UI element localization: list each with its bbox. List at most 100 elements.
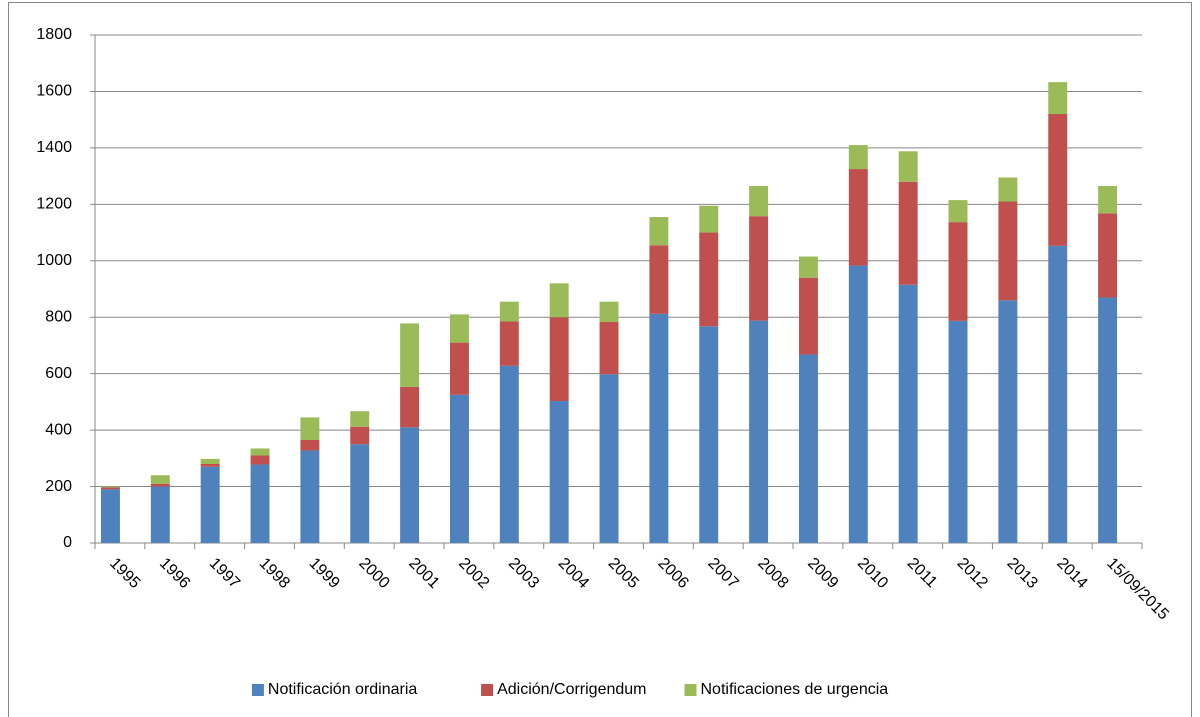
x-tick-label: 2013 <box>1004 555 1041 592</box>
bar-segment <box>898 284 918 543</box>
bar-segment <box>549 283 569 318</box>
bar-segment <box>798 256 818 278</box>
bar-segment <box>898 151 918 182</box>
x-tick-label: 2008 <box>754 555 791 592</box>
legend-label: Notificaciones de urgencia <box>701 681 889 698</box>
x-tick-label: 2007 <box>704 555 741 592</box>
y-tick-label: 0 <box>63 534 72 551</box>
x-tick-label: 2009 <box>804 555 841 592</box>
legend-label: Notificación ordinaria <box>268 681 418 698</box>
bar-segment <box>1098 185 1118 214</box>
bar-segment <box>449 342 469 395</box>
bar-segment <box>499 365 519 543</box>
legend-label: Adición/Corrigendum <box>497 681 646 698</box>
x-tick-label: 15/09/2015 <box>1103 555 1172 624</box>
x-tick-label: 2001 <box>405 555 442 592</box>
bar-segment <box>350 444 370 543</box>
bar-segment <box>848 145 868 170</box>
bar-segment <box>499 321 519 366</box>
bar-segment <box>848 265 868 543</box>
bar-segment <box>350 411 370 427</box>
bar-segment <box>599 301 619 323</box>
bar-segment <box>1098 213 1118 298</box>
bar-segment <box>200 466 220 543</box>
bar-segment <box>599 322 619 375</box>
bar-segment <box>1048 82 1068 115</box>
bar-segment <box>798 277 818 355</box>
x-tick-label: 2012 <box>954 555 991 592</box>
x-tick-label: 2000 <box>355 555 392 592</box>
y-tick-label: 1400 <box>36 139 72 156</box>
bar-segment <box>250 448 270 456</box>
bar-segment <box>699 205 719 233</box>
x-tick-label: 2010 <box>854 555 891 592</box>
bar-segment <box>948 222 968 321</box>
legend-swatch <box>481 684 494 696</box>
y-tick-label: 1800 <box>36 26 72 43</box>
bar-segment <box>400 427 420 543</box>
y-tick-label: 200 <box>45 478 72 495</box>
bar-segment <box>300 417 320 440</box>
bar-segment <box>499 301 519 322</box>
x-tick-label: 1997 <box>206 555 243 592</box>
bar-segment <box>200 463 220 467</box>
bar-segment <box>150 475 170 484</box>
bar-segment <box>449 314 469 343</box>
bar-segment <box>100 489 120 543</box>
bar-segment <box>848 169 868 266</box>
bar-segment <box>100 487 120 490</box>
x-tick-label: 2014 <box>1053 555 1090 592</box>
bar-segment <box>1048 114 1068 246</box>
x-tick-label: 2005 <box>605 555 642 592</box>
y-tick-label: 1000 <box>36 252 72 269</box>
bar-segment <box>250 464 270 543</box>
legend-swatch <box>251 684 264 696</box>
bar-segment <box>400 323 420 387</box>
bar-segment <box>449 394 469 543</box>
bar-segment <box>549 317 569 402</box>
bar-segment <box>749 320 769 543</box>
x-tick-label: 2011 <box>904 555 940 591</box>
bar-segment <box>749 216 769 321</box>
bar-segment <box>1098 297 1118 543</box>
x-tick-label: 2004 <box>555 555 592 592</box>
bar-segment <box>749 185 769 217</box>
x-tick-label: 1998 <box>256 555 293 592</box>
bar-segment <box>400 386 420 428</box>
bar-segment <box>100 486 120 488</box>
bar-segment <box>300 439 320 451</box>
bar-segment <box>699 232 719 327</box>
x-tick-label: 2002 <box>455 555 492 592</box>
bar-segment <box>649 245 669 314</box>
bar-segment <box>599 374 619 543</box>
x-tick-label: 1995 <box>106 555 143 592</box>
x-tick-label: 1999 <box>306 555 343 592</box>
bar-segment <box>798 354 818 543</box>
bar-segment <box>250 455 270 465</box>
y-tick-label: 1200 <box>36 196 72 213</box>
y-tick-label: 600 <box>45 365 72 382</box>
bar-segment <box>649 217 669 246</box>
bar-segment <box>549 401 569 543</box>
legend-swatch <box>684 684 697 696</box>
chart-border <box>8 2 1192 717</box>
bar-segment <box>150 486 170 543</box>
x-tick-label: 2003 <box>505 555 542 592</box>
y-tick-label: 800 <box>45 308 72 325</box>
y-tick-label: 400 <box>45 421 72 438</box>
bar-segment <box>649 313 669 543</box>
bar-segment <box>998 300 1018 543</box>
bar-segment <box>1048 245 1068 543</box>
bar-segment <box>300 450 320 543</box>
x-tick-label: 2006 <box>655 555 692 592</box>
y-tick-label: 1600 <box>36 83 72 100</box>
bar-segment <box>200 458 220 464</box>
bar-segment <box>898 181 918 285</box>
bar-segment <box>948 320 968 543</box>
bar-segment <box>948 200 968 223</box>
bar-segment <box>998 177 1018 202</box>
bar-segment <box>699 326 719 543</box>
bar-segment <box>350 426 370 445</box>
bar-segment <box>150 483 170 487</box>
